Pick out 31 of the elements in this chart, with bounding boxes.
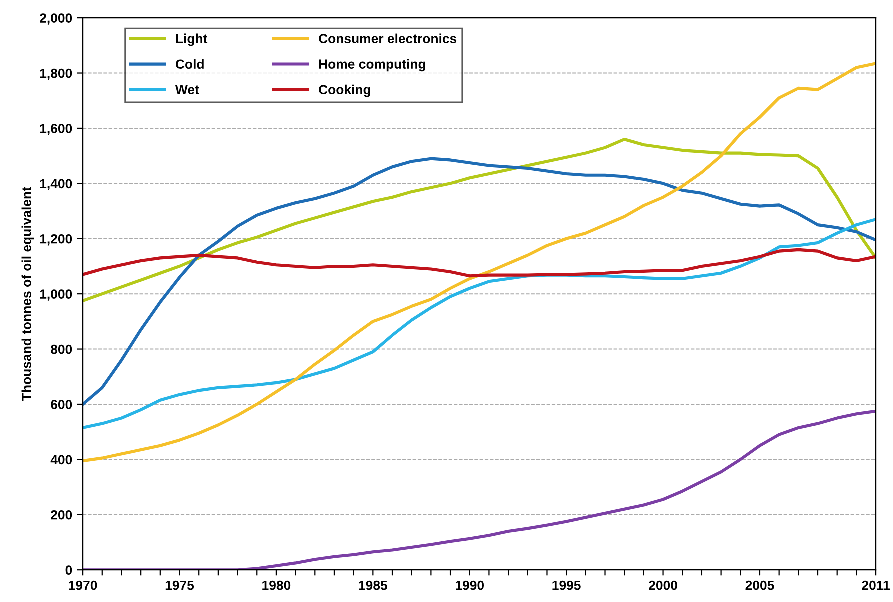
y-tick-label: 1,400	[40, 179, 72, 190]
y-tick-label: 600	[51, 400, 72, 410]
y-tick-label: 1,000	[40, 290, 72, 301]
x-tick-label: 1985	[359, 580, 388, 590]
legend-label: Light	[176, 34, 208, 46]
y-tick-label: 200	[51, 510, 72, 520]
x-tick-label: 2005	[746, 580, 774, 590]
x-tick-label: 1995	[552, 580, 581, 590]
y-tick-label: 2,000	[40, 14, 72, 25]
legend-label: Cold	[176, 59, 204, 70]
legend-label: Consumer electronics	[319, 34, 457, 44]
y-tick-label: 1,600	[40, 124, 72, 136]
legend-label: Cooking	[319, 84, 370, 98]
y-tick-label: 1,200	[40, 234, 72, 246]
line-series	[83, 157, 876, 406]
line-series	[83, 138, 876, 303]
y-tick-label: 1,800	[40, 68, 72, 80]
line-series	[83, 248, 876, 278]
x-tick-label: 1980	[262, 580, 291, 590]
y-tick-label: 0	[66, 566, 72, 576]
x-tick-label: 2011	[862, 580, 890, 590]
x-tick-label: 1990	[456, 580, 484, 590]
legend-label: Wet	[175, 85, 200, 95]
x-tick-label: 2000	[649, 580, 678, 590]
y-axis-title: Thousand tonnes of oil equivalent	[22, 187, 34, 401]
y-tick-label: 800	[51, 344, 72, 354]
y-tick-label: 400	[50, 455, 72, 465]
x-tick-label: 1970	[69, 580, 98, 590]
line-series	[83, 218, 876, 430]
legend-label: Home computing	[319, 59, 426, 72]
x-tick-label: 1975	[166, 580, 194, 590]
